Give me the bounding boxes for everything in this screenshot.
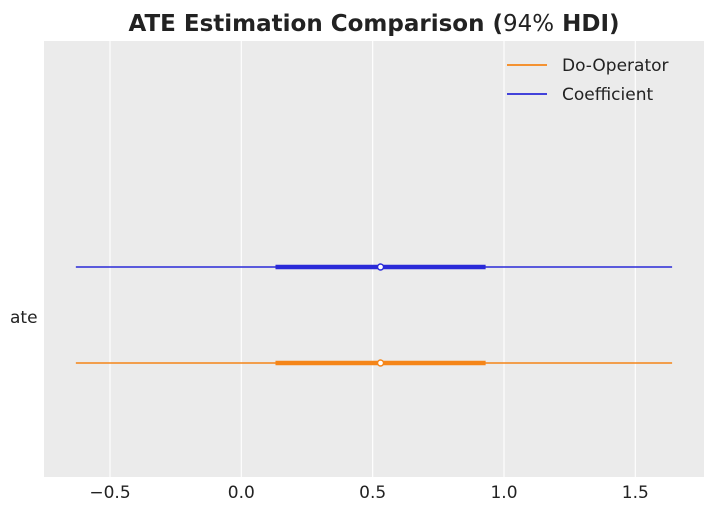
x-tick-label: −0.5 [89, 483, 130, 503]
chart-title: ATE Estimation Comparison (94% HDI) [128, 11, 619, 37]
series-do-operator [75, 359, 673, 367]
x-axis: −0.5 0.0 0.5 1.0 1.5 [89, 483, 648, 503]
chart-title-part: 94% [503, 11, 554, 37]
plot-area [44, 41, 704, 477]
point-estimate-marker [376, 359, 385, 367]
legend-label: Do-Operator [562, 56, 669, 76]
x-tick-label: 1.5 [622, 483, 649, 503]
x-tick-label: 0.0 [228, 483, 255, 503]
series-group [75, 263, 673, 367]
y-category-label: ate [10, 308, 38, 328]
legend: Do-Operator Coefficient [507, 56, 669, 105]
chart-title-part: ATE Estimation Comparison ( [128, 11, 503, 37]
chart-title-part: HDI) [554, 11, 619, 37]
grid-lines [109, 41, 636, 477]
x-tick-label: 1.0 [490, 483, 517, 503]
point-estimate-marker [376, 263, 385, 271]
series-coefficient [75, 263, 673, 271]
legend-label: Coefficient [562, 85, 653, 105]
x-tick-label: 0.5 [359, 483, 386, 503]
